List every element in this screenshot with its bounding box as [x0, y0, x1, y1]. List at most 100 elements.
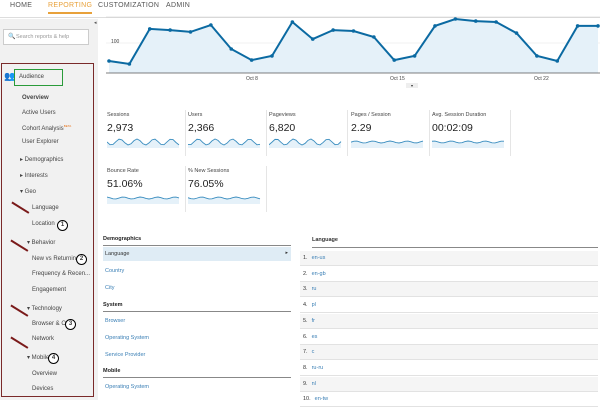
metric-tile[interactable]: Avg. Session Duration 00:02:09 [431, 110, 511, 156]
chart-toggle[interactable]: ▾ [406, 83, 418, 88]
collapse-sidebar-icon[interactable]: ◂ [94, 20, 97, 26]
mobile-os[interactable]: Operating System [105, 384, 150, 390]
data-point [433, 24, 437, 28]
metric-tile[interactable]: Pages / Session 2.29 [350, 110, 430, 156]
table-row: 7. c [300, 345, 598, 361]
data-point [290, 20, 295, 24]
metric-value: 2.29 [351, 122, 372, 134]
tab-home[interactable]: HOME [10, 2, 33, 9]
sidebar-item[interactable]: User Explorer [22, 139, 59, 145]
selected-row[interactable]: Language ▸ [103, 247, 291, 261]
language-link[interactable]: en-gb [311, 270, 326, 277]
dem-city[interactable]: City [105, 285, 115, 291]
metric-label: % New Sessions [188, 168, 230, 174]
metric-tile[interactable]: % New Sessions 76.05% [187, 166, 267, 212]
language-link[interactable]: pl [311, 302, 316, 309]
section-demographics: Demographics [103, 236, 291, 246]
row-number: 8. [303, 364, 308, 371]
row-number: 3. [303, 286, 308, 293]
search-placeholder: Search reports & help [16, 34, 70, 40]
language-link[interactable]: es [311, 333, 318, 340]
sidebar-item[interactable]: ▸ Interests [20, 173, 48, 179]
sparkline [107, 138, 180, 148]
dem-country[interactable]: Country [105, 268, 125, 274]
language-link[interactable]: en-us [311, 255, 326, 261]
x-tick: Oct 8 [246, 76, 258, 82]
top-nav: HOME REPORTING CUSTOMIZATION ADMIN [0, 0, 600, 18]
data-point [575, 24, 580, 28]
data-point [453, 17, 458, 21]
sidebar-item[interactable]: Devices [32, 386, 54, 392]
data-point [188, 30, 193, 34]
metric-tile[interactable]: Users 2,366 [187, 110, 267, 156]
table-row: 4. pl [300, 298, 598, 314]
metric-value: 2,973 [107, 122, 134, 134]
data-point [555, 59, 560, 63]
language-link[interactable]: nl [311, 380, 316, 387]
metric-tile[interactable]: Sessions 2,973 [106, 110, 186, 156]
sys-browser[interactable]: Browser [105, 318, 126, 324]
sidebar-item[interactable]: ▸ Demographics [20, 157, 64, 163]
table-row: 9. nl [300, 376, 598, 392]
sidebar-item[interactable]: Network [32, 336, 55, 342]
tab-reporting[interactable]: REPORTING [48, 2, 93, 14]
annotation-number: 3 [65, 319, 76, 330]
language-link[interactable]: fr [311, 317, 315, 324]
language-table: Language 1. en-us 2. en-gb 3. ru 4. pl 5. fr 6. es 7… [300, 236, 598, 407]
sparkline [351, 140, 424, 148]
language-link[interactable]: ru [311, 286, 317, 293]
data-point [209, 23, 213, 27]
annotation-number: 1 [57, 220, 68, 231]
table-row: 5. fr [300, 313, 598, 329]
row-number: 9. [303, 380, 308, 387]
data-point [331, 28, 335, 32]
language-header: Language [312, 237, 598, 248]
row-number: 5. [303, 317, 308, 324]
metric-tile[interactable]: Bounce Rate 51.06% [106, 166, 186, 212]
data-point [392, 58, 397, 62]
tab-customization[interactable]: CUSTOMIZATION [98, 2, 160, 9]
sidebar-item[interactable]: ▾ Geo [20, 189, 37, 195]
sidebar-item[interactable]: Active Users [22, 110, 56, 116]
table-row: 1. en-us [300, 251, 598, 266]
sidebar-item[interactable]: Overview [22, 95, 49, 101]
sidebar-item[interactable]: Frequency & Recen... [32, 271, 91, 277]
metric-label: Sessions [107, 112, 130, 118]
table-row: 6. es [300, 330, 598, 345]
data-point [494, 20, 498, 24]
sidebar-item[interactable]: Engagement [32, 287, 67, 293]
data-point [535, 54, 539, 58]
row-number: 1. [303, 255, 308, 261]
sparkline [269, 138, 342, 148]
sys-provider[interactable]: Service Provider [105, 352, 146, 358]
tab-admin[interactable]: ADMIN [166, 2, 191, 9]
sidebar-item[interactable]: Cohort AnalysisBETA [22, 124, 72, 132]
sidebar-item[interactable]: New vs Returning [32, 256, 80, 262]
sidebar-item-audience[interactable]: Audience [19, 74, 45, 80]
language-link[interactable]: ru-ru [311, 364, 324, 371]
table-row: 3. ru [300, 282, 598, 298]
sidebar-item[interactable]: ▾ Technology [27, 306, 62, 312]
sparkline [107, 196, 180, 204]
search-input[interactable]: 🔍 Search reports & help [3, 29, 89, 45]
sidebar-item[interactable]: ▾ Behavior [27, 240, 56, 246]
sidebar-item[interactable]: Language [32, 205, 59, 211]
row-number: 4. [303, 302, 308, 309]
metric-label: Bounce Rate [107, 168, 139, 174]
data-point [412, 54, 417, 58]
section-mobile: Mobile [103, 368, 291, 378]
metric-value: 00:02:09 [432, 122, 473, 134]
language-link[interactable]: en-tw [314, 396, 329, 403]
dem-language[interactable]: Language [105, 251, 130, 257]
sidebar-item[interactable]: Browser & OS [32, 321, 71, 327]
data-point [127, 62, 132, 66]
row-number: 7. [303, 349, 308, 356]
sidebar-item[interactable]: ▾ Mobile [27, 355, 50, 361]
x-tick: Oct 15 [390, 76, 405, 82]
metric-tile[interactable]: Pageviews 6,820 [268, 110, 348, 156]
sidebar-item[interactable]: Overview [32, 371, 58, 377]
sys-os[interactable]: Operating System [105, 335, 150, 341]
language-link[interactable]: c [311, 349, 315, 356]
data-point [168, 28, 172, 32]
sidebar-item[interactable]: Location [32, 221, 55, 227]
